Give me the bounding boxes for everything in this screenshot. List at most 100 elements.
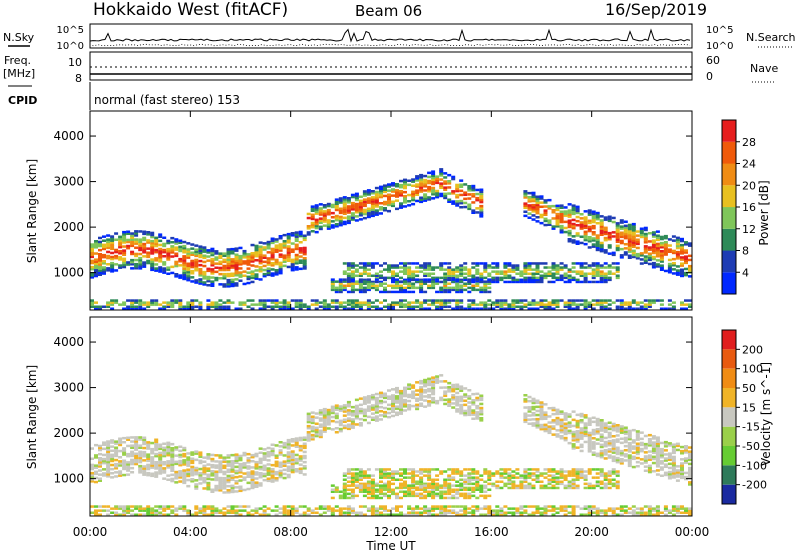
velocity-cell	[214, 484, 219, 488]
power-cell	[523, 270, 528, 273]
velocity-cell	[387, 407, 391, 411]
velocity-cell	[403, 468, 407, 471]
velocity-cell	[587, 435, 592, 439]
velocity-cell	[330, 484, 335, 487]
velocity-cell	[419, 488, 424, 491]
power-cell	[519, 280, 524, 284]
power-cell	[202, 254, 207, 257]
power-cell	[138, 265, 143, 268]
power-cell	[651, 249, 656, 253]
power-cell	[246, 271, 251, 274]
power-cell	[182, 271, 187, 274]
power-cell	[651, 257, 656, 261]
power-cell	[190, 280, 195, 283]
velocity-cell	[591, 430, 596, 434]
velocity-cell	[374, 482, 379, 486]
velocity-cell	[571, 472, 576, 475]
velocity-cell	[90, 447, 94, 450]
power-cell	[579, 217, 584, 220]
power-cell	[178, 264, 183, 267]
power-cell	[383, 268, 387, 271]
power-cell	[242, 254, 247, 257]
velocity-cell	[551, 513, 556, 516]
velocity-cell	[379, 490, 383, 493]
velocity-cell	[443, 509, 448, 512]
velocity-cell	[314, 511, 319, 514]
velocity-cell	[411, 511, 416, 514]
power-cell	[571, 241, 576, 244]
power-cell	[607, 233, 612, 237]
velocity-cell	[435, 377, 440, 380]
velocity-cell	[571, 410, 576, 413]
velocity-cell	[567, 431, 572, 435]
power-cell	[142, 238, 147, 242]
power-cell	[547, 280, 552, 284]
power-cell	[374, 288, 379, 292]
power-cell	[102, 270, 106, 273]
velocity-cell	[198, 461, 203, 465]
power-cell	[439, 303, 444, 306]
velocity-cell	[366, 488, 371, 491]
power-cell	[330, 203, 335, 207]
power-cell	[342, 204, 347, 207]
velocity-cell	[350, 484, 355, 487]
power-cell	[130, 305, 135, 308]
velocity-cell	[306, 414, 311, 418]
power-cell	[675, 244, 680, 248]
velocity-cell	[535, 424, 540, 427]
colorbar-swatch	[722, 272, 736, 295]
power-cell	[302, 265, 307, 268]
power-cell	[403, 190, 407, 194]
power-cell	[523, 202, 528, 205]
velocity-cell	[471, 411, 476, 414]
power-cell	[286, 303, 291, 306]
colorbar-swatch	[722, 141, 736, 164]
power-cell	[487, 266, 492, 269]
velocity-cell	[354, 480, 359, 483]
velocity-cell	[459, 509, 464, 512]
power-cell	[619, 301, 624, 304]
power-cell	[459, 270, 464, 273]
velocity-cell	[334, 406, 339, 409]
power-cell	[202, 260, 207, 264]
power-cell	[575, 242, 580, 245]
velocity-cell	[226, 505, 231, 508]
power-cell	[266, 247, 271, 250]
velocity-cell	[158, 459, 163, 463]
velocity-cell	[455, 496, 460, 500]
velocity-cell	[222, 491, 227, 494]
power-cell	[531, 197, 536, 201]
velocity-cell	[302, 473, 307, 476]
power-cell	[399, 299, 403, 302]
power-cell	[471, 276, 476, 280]
velocity-cell	[274, 462, 279, 466]
velocity-cell	[262, 452, 267, 455]
power-cell	[451, 278, 456, 281]
power-cell	[611, 301, 616, 304]
velocity-cell	[423, 486, 428, 489]
power-cell	[431, 197, 436, 200]
power-cell	[282, 307, 287, 310]
power-cell	[379, 189, 383, 193]
power-cell	[266, 242, 271, 246]
power-cell	[318, 305, 323, 308]
velocity-cell	[302, 513, 307, 516]
velocity-cell	[379, 513, 383, 516]
velocity-cell	[314, 426, 319, 430]
power-cell	[671, 251, 676, 255]
velocity-cell	[587, 431, 592, 435]
velocity-cell	[575, 438, 580, 441]
power-cell	[362, 198, 367, 201]
velocity-cell	[290, 470, 295, 474]
power-cell	[354, 196, 359, 200]
velocity-cell	[583, 426, 588, 429]
velocity-cell	[338, 511, 343, 514]
power-cell	[467, 197, 472, 200]
power-cell	[523, 278, 528, 282]
power-cell	[362, 216, 367, 220]
power-cell	[471, 288, 476, 292]
velocity-cell	[182, 473, 187, 476]
velocity-cell	[250, 513, 255, 516]
velocity-cell	[246, 513, 251, 516]
power-cell	[655, 244, 660, 248]
